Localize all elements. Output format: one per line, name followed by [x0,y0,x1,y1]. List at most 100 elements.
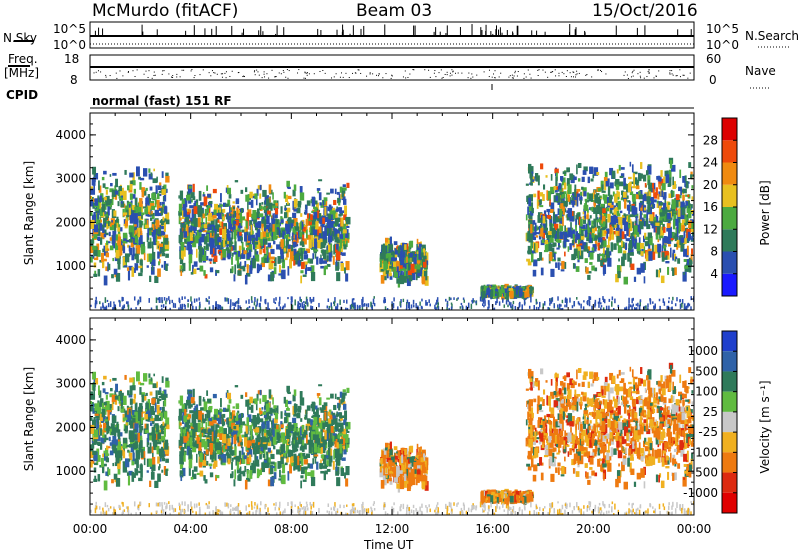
power-echo [219,228,224,236]
power-echo [344,205,348,216]
power-echo [261,227,264,238]
power-echo [280,230,282,235]
power-ground-scatter [654,303,657,309]
power-echo-pixels [90,157,694,310]
power-ground-scatter [496,297,498,304]
power-echo [312,229,318,235]
power-echo [280,239,284,248]
power-echo [591,228,595,234]
power-echo [261,257,265,263]
power-echo [500,284,504,294]
power-echo [396,275,401,284]
power-echo [200,202,205,206]
power-echo [609,232,611,241]
power-echo [131,208,135,216]
power-ground-scatter [674,303,677,307]
power-echo [268,202,273,210]
power-ground-scatter [351,298,354,304]
velocity-echo [163,411,168,419]
nave-dot [446,74,448,76]
power-echo [205,232,210,235]
velocity-echo [92,386,96,391]
power-echo [617,191,620,200]
power-echo [212,247,217,257]
power-echo [326,192,330,195]
power-echo [108,206,112,210]
nave-dot [194,75,196,77]
power-echo [289,259,293,269]
power-ground-scatter [588,300,591,307]
power-echo [415,250,420,253]
power-ground-scatter [174,303,177,308]
power-echo [607,213,611,223]
power-echo [661,252,665,262]
power-echo [567,227,572,237]
velocity-echo [94,403,98,411]
power-echo [321,217,325,224]
power-echo [114,185,117,194]
power-ground-scatter [150,307,153,310]
velocity-echo [98,390,102,398]
nave-dot [172,76,174,78]
power-ground-scatter [127,304,130,310]
velocity-echo [161,469,164,473]
power-echo [117,227,121,232]
power-echo [267,274,272,282]
power-echo [550,174,553,181]
nave-dot [655,75,657,77]
power-echo [207,193,211,198]
power-echo [123,212,128,215]
power-echo [333,199,337,206]
nave-dot [500,72,502,74]
nave-dot [442,76,444,78]
nave-dot [523,73,525,75]
nave-dot [352,72,354,74]
power-echo [575,266,580,272]
power-echo [661,183,666,191]
power-ground-scatter [588,296,590,302]
power-echo [316,256,319,265]
power-echo [117,201,120,207]
velocity-echo [131,440,134,447]
power-echo [225,203,229,207]
nave-dot [254,70,256,72]
power-ground-scatter [628,297,630,304]
power-echo [235,250,239,261]
velocity-echo [165,417,170,428]
power-echo [333,212,338,219]
power-echo [156,203,161,210]
power-echo [160,218,166,226]
power-ground-scatter [178,307,180,310]
power-echo [292,227,296,235]
power-echo [297,260,301,267]
nave-dot [488,69,490,71]
power-echo [509,290,514,298]
nave-dot [304,77,306,79]
power-echo [336,191,340,195]
power-echo [193,206,198,214]
power-echo [286,251,289,258]
power-echo [103,196,107,201]
power-echo [244,274,248,285]
power-ground-scatter [255,304,258,307]
power-echo [233,220,237,225]
power-echo [394,250,398,255]
power-echo [161,264,164,268]
power-ground-scatter [653,305,655,309]
nave-dot [570,76,572,78]
power-echo [249,191,253,199]
power-echo [124,253,130,263]
power-echo [419,244,421,251]
nave-dot [358,69,360,71]
power-ground-scatter [310,305,312,310]
power-echo [566,210,568,214]
power-echo [580,219,583,227]
power-echo [268,222,271,228]
power-echo [187,209,192,214]
power-echo [234,180,239,183]
power-ground-scatter [435,307,437,310]
power-echo [221,248,227,258]
power-echo [215,226,220,233]
power-echo [228,194,232,199]
power-echo [580,234,585,240]
